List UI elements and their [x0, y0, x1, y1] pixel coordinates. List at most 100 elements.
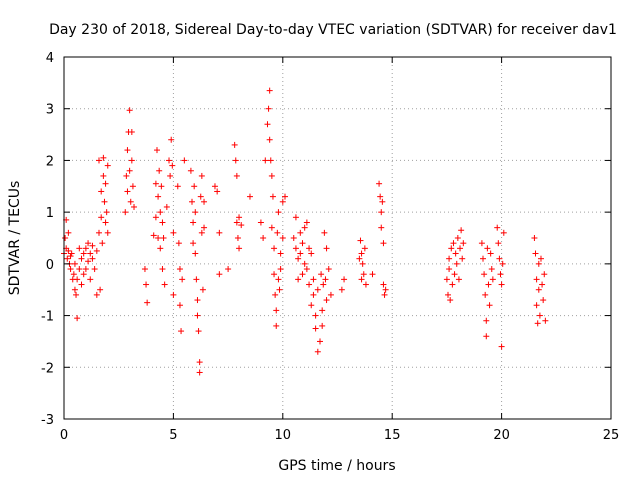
data-point: [541, 271, 547, 277]
data-point: [269, 225, 275, 231]
data-point: [97, 287, 103, 293]
data-point: [446, 256, 452, 262]
data-point: [236, 214, 242, 220]
data-point: [536, 261, 542, 267]
data-point: [275, 209, 281, 215]
data-point: [181, 157, 187, 163]
data-point: [166, 157, 172, 163]
data-point: [105, 163, 111, 169]
data-point: [282, 194, 288, 200]
data-point: [87, 251, 93, 257]
x-axis-label: GPS time / hours: [278, 458, 395, 474]
data-point: [234, 173, 240, 179]
data-point: [129, 157, 135, 163]
data-point: [169, 163, 175, 169]
data-point: [297, 251, 303, 257]
data-point: [444, 276, 450, 282]
data-point: [483, 333, 489, 339]
x-tick-label: 15: [384, 428, 401, 443]
data-point: [260, 235, 266, 241]
data-point: [197, 369, 203, 375]
data-point: [275, 276, 281, 282]
data-point: [191, 183, 197, 189]
data-point: [449, 282, 455, 288]
data-point: [490, 276, 496, 282]
data-point: [170, 292, 176, 298]
data-point: [189, 199, 195, 205]
data-point: [359, 276, 365, 282]
data-point: [359, 251, 365, 257]
data-point: [198, 194, 204, 200]
data-point: [267, 88, 273, 94]
data-point: [534, 276, 540, 282]
data-point: [324, 297, 330, 303]
data-point: [499, 282, 505, 288]
data-point: [455, 235, 461, 241]
data-point: [378, 225, 384, 231]
data-point: [177, 302, 183, 308]
data-point: [83, 266, 89, 272]
data-point: [235, 235, 241, 241]
data-point: [96, 230, 102, 236]
data-point: [194, 313, 200, 319]
data-point: [453, 251, 459, 257]
data-point: [98, 214, 104, 220]
data-point: [357, 238, 363, 244]
data-point: [533, 251, 539, 257]
data-point: [247, 194, 253, 200]
data-point: [272, 292, 278, 298]
data-point: [258, 219, 264, 225]
data-point: [129, 129, 135, 135]
data-point: [194, 297, 200, 303]
data-point: [267, 137, 273, 143]
data-point: [216, 271, 222, 277]
data-point: [159, 266, 165, 272]
data-point: [302, 261, 308, 267]
data-point: [297, 230, 303, 236]
y-tick-label: -3: [41, 413, 54, 428]
data-point: [271, 245, 277, 251]
data-point: [131, 204, 137, 210]
data-point: [278, 251, 284, 257]
data-point: [193, 276, 199, 282]
data-point: [378, 209, 384, 215]
data-point: [99, 240, 105, 246]
y-tick-label: 1: [46, 206, 54, 221]
y-tick-label: -1: [41, 310, 54, 325]
data-point: [380, 282, 386, 288]
data-point: [128, 199, 134, 205]
data-point: [306, 282, 312, 288]
data-point: [313, 313, 319, 319]
data-point: [161, 235, 167, 241]
data-point: [321, 230, 327, 236]
data-point: [319, 307, 325, 313]
data-point: [167, 173, 173, 179]
data-point: [456, 276, 462, 282]
data-point: [485, 282, 491, 288]
data-point: [264, 121, 270, 127]
data-point: [190, 219, 196, 225]
data-point: [531, 235, 537, 241]
data-point: [482, 292, 488, 298]
data-point: [379, 199, 385, 205]
data-point: [177, 266, 183, 272]
data-point: [293, 245, 299, 251]
data-point: [101, 199, 107, 205]
data-point: [192, 251, 198, 257]
data-point: [328, 292, 334, 298]
data-point: [157, 209, 163, 215]
data-point: [499, 344, 505, 350]
data-point: [94, 248, 100, 254]
y-tick-label: 0: [46, 258, 54, 273]
data-point: [201, 199, 207, 205]
data-point: [197, 359, 203, 365]
x-tick-label: 25: [603, 428, 620, 443]
data-point: [214, 188, 220, 194]
data-point: [445, 292, 451, 298]
data-point: [483, 318, 489, 324]
data-point: [124, 188, 130, 194]
data-point: [362, 245, 368, 251]
data-point: [153, 181, 159, 187]
data-point: [454, 261, 460, 267]
data-point: [76, 266, 82, 272]
